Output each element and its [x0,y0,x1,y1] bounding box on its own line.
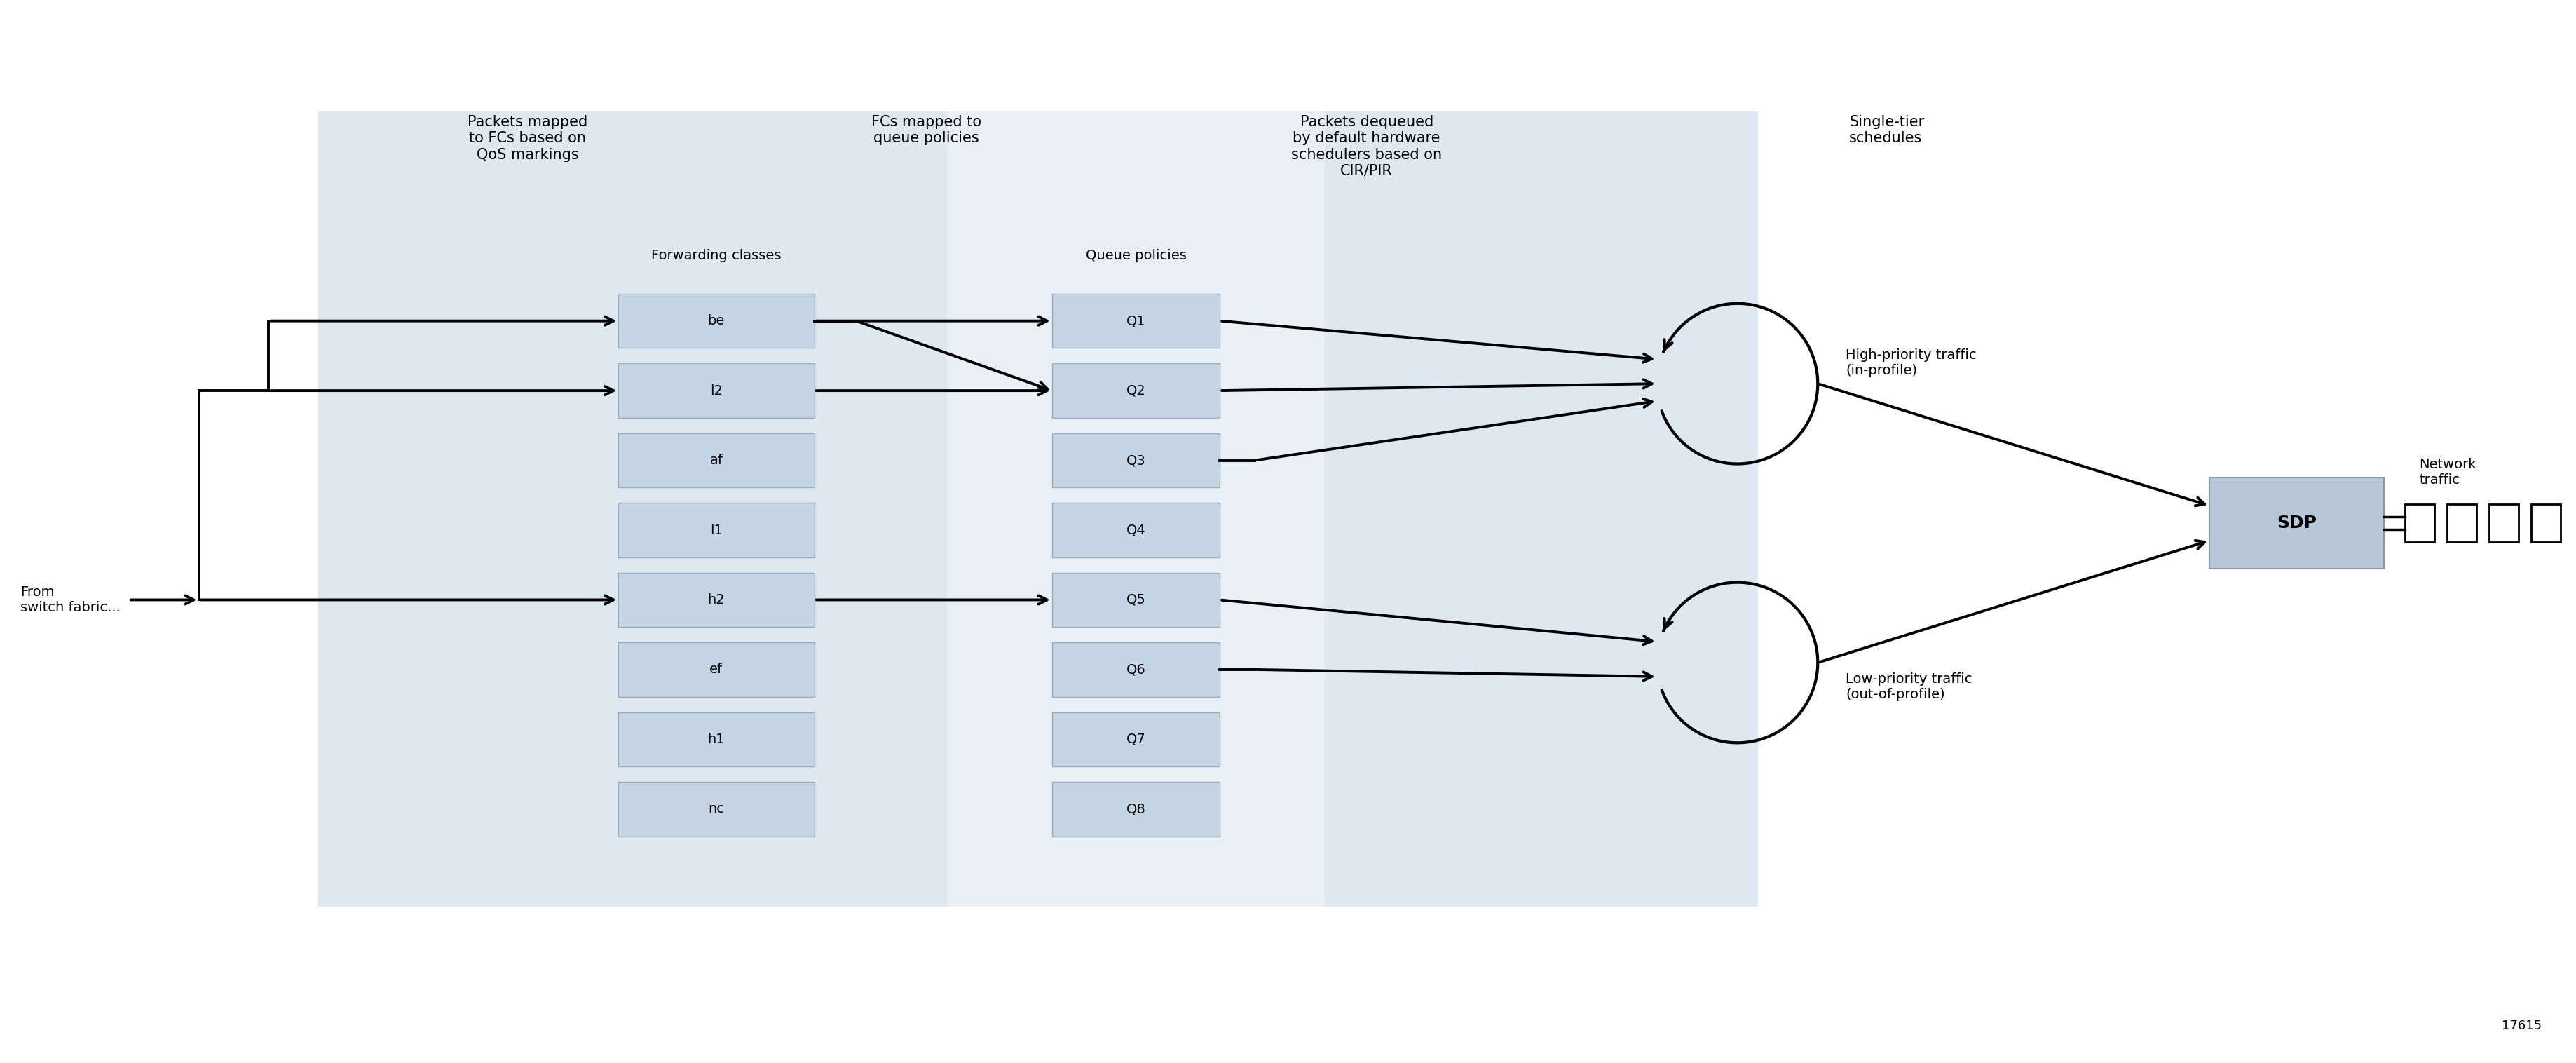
Text: Q8: Q8 [1126,803,1146,815]
Text: Q1: Q1 [1126,315,1146,327]
Text: h1: h1 [708,732,724,746]
Text: Single-tier
schedules: Single-tier schedules [1850,115,1924,146]
Bar [618,782,814,837]
Bar [618,573,814,627]
Text: h2: h2 [708,593,724,607]
Text: af: af [708,454,724,467]
Bar [1051,573,1221,627]
Text: From
switch fabric...: From switch fabric... [21,586,121,614]
Bar [618,434,814,488]
Text: Q6: Q6 [1126,663,1146,676]
Text: Packets dequeued
by default hardware
schedulers based on
CIR/PIR: Packets dequeued by default hardware sch… [1291,115,1443,178]
Text: Q7: Q7 [1126,732,1146,746]
Bar [2447,504,2476,542]
Text: FCs mapped to
queue policies: FCs mapped to queue policies [871,115,981,146]
Text: l2: l2 [711,384,721,398]
Text: Forwarding classes: Forwarding classes [652,249,781,263]
Text: Low-priority traffic
(out-of-profile): Low-priority traffic (out-of-profile) [1847,673,1973,702]
Bar [1051,712,1221,766]
Text: Network
traffic: Network traffic [2419,458,2476,487]
Text: Q3: Q3 [1126,454,1146,467]
Bar [2406,504,2434,542]
Bar [317,112,961,907]
Text: Queue policies: Queue policies [1084,249,1188,263]
Text: Q5: Q5 [1126,593,1146,607]
Bar [1324,112,1759,907]
Bar [2488,504,2519,542]
Bar [618,712,814,766]
Bar [618,364,814,418]
Text: Packets mapped
to FCs based on
QoS markings: Packets mapped to FCs based on QoS marki… [466,115,587,162]
Bar [1051,293,1221,348]
Bar [1051,364,1221,418]
Bar [948,112,1340,907]
Text: SDP: SDP [2277,514,2316,532]
Bar [1051,503,1221,557]
Bar [2532,504,2561,542]
Text: l1: l1 [711,523,721,537]
Bar [1051,434,1221,488]
Text: nc: nc [708,803,724,815]
Bar [618,503,814,557]
Text: be: be [708,315,724,327]
Text: ef: ef [708,663,724,676]
Bar [618,642,814,696]
Bar [618,293,814,348]
Bar [1051,642,1221,696]
Text: 17615: 17615 [2501,1019,2543,1032]
Text: High-priority traffic
(in-profile): High-priority traffic (in-profile) [1847,349,1976,377]
Bar [1051,782,1221,837]
Bar [2210,477,2385,569]
Text: Q2: Q2 [1126,384,1146,398]
Text: Q4: Q4 [1126,523,1146,537]
